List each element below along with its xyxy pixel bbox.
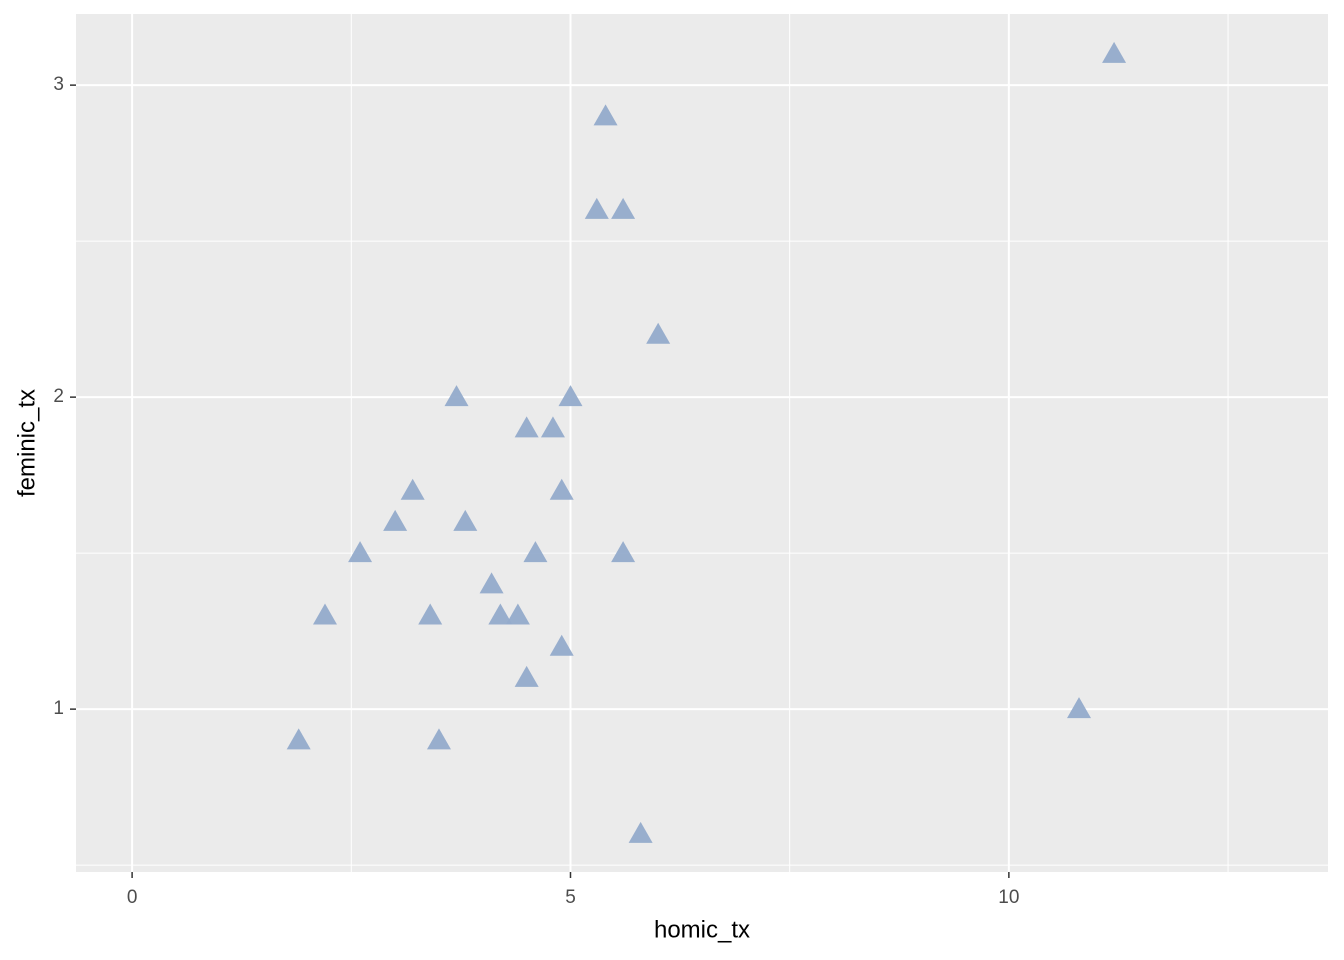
- point: [453, 509, 478, 531]
- point: [514, 665, 539, 687]
- x-tick-label: 5: [565, 887, 576, 908]
- point: [540, 416, 565, 438]
- point: [479, 572, 504, 594]
- point: [611, 541, 636, 563]
- point: [628, 821, 653, 843]
- point: [514, 416, 539, 438]
- point: [523, 541, 548, 563]
- point: [418, 603, 443, 625]
- point: [549, 634, 574, 656]
- point: [444, 385, 469, 407]
- point: [1102, 41, 1127, 63]
- point: [312, 603, 337, 625]
- y-tick-label: 3: [53, 74, 64, 95]
- point: [646, 322, 671, 344]
- x-tick-label: 0: [127, 887, 138, 908]
- point: [488, 603, 513, 625]
- point: [348, 541, 373, 563]
- point: [383, 509, 408, 531]
- x-tick-label: 10: [998, 887, 1019, 908]
- panel: [76, 14, 1328, 872]
- point: [558, 385, 583, 407]
- point: [611, 197, 636, 219]
- point: [584, 197, 609, 219]
- point: [286, 728, 311, 750]
- point: [549, 478, 574, 500]
- y-tick-label: 2: [53, 386, 64, 407]
- point: [426, 728, 451, 750]
- x-axis-title: homic_tx: [654, 916, 750, 943]
- point: [400, 478, 425, 500]
- point: [593, 104, 618, 126]
- y-axis-title: feminic_tx: [13, 389, 40, 497]
- y-tick-label: 1: [53, 698, 64, 719]
- point: [505, 603, 530, 625]
- point: [1067, 697, 1092, 719]
